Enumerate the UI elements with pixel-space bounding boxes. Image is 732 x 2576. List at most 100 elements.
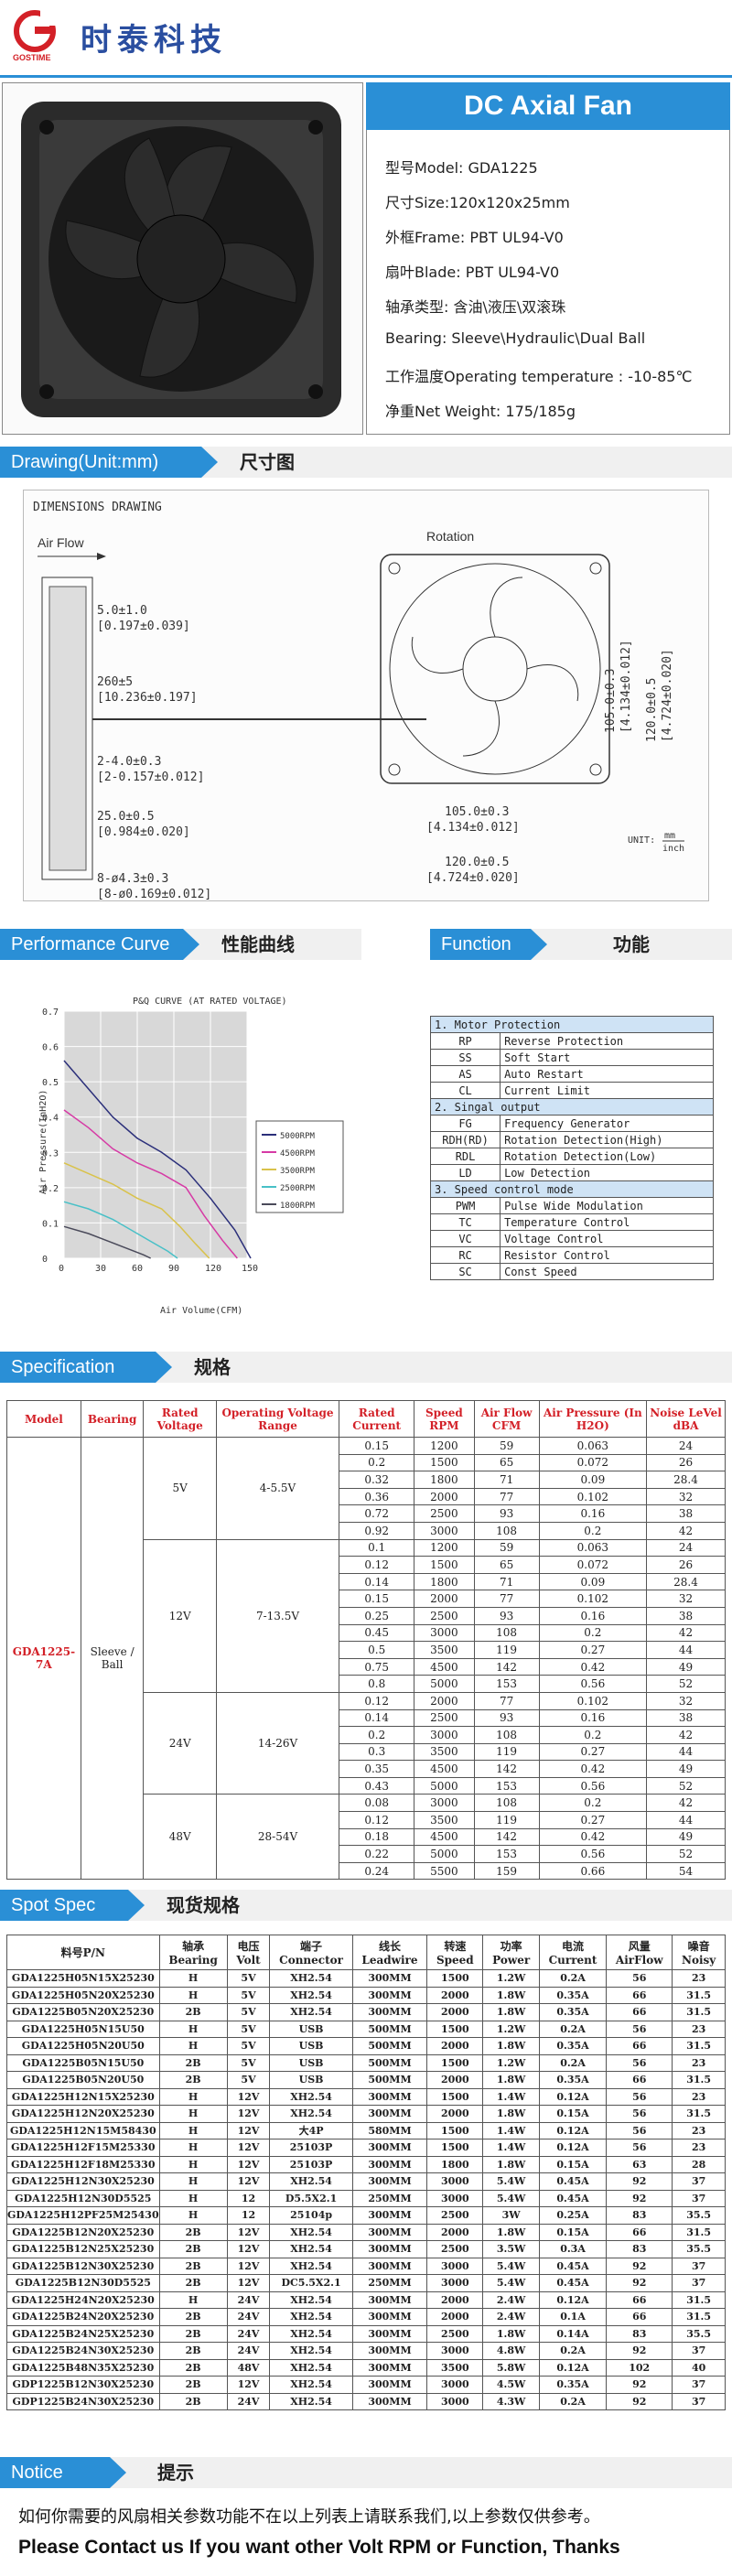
table-cell: 0.12A [538, 2139, 608, 2157]
table-cell: 0.14 [339, 1572, 415, 1591]
table-cell: 500MM [351, 2037, 428, 2055]
table-cell: H [158, 2189, 228, 2207]
table-cell: GDA1225H12N20X25230 [6, 2105, 160, 2123]
table-cell: 300MM [351, 2206, 428, 2225]
function-row: AS Auto Restart [429, 1065, 714, 1083]
table-cell: 102 [606, 2358, 673, 2377]
table-cell: XH2.54 [269, 2290, 353, 2309]
table-cell: 12V [226, 2172, 271, 2191]
function-desc: Current Limit [500, 1082, 714, 1099]
table-cell: 5V [226, 2020, 271, 2038]
table-row: 0.12 3500 119 0.27 44 [7, 1811, 726, 1829]
spec-line: 外框Frame: PBT UL94-V0 [385, 229, 564, 246]
table-cell: 31.5 [672, 2071, 726, 2089]
table-cell: H [158, 2206, 228, 2225]
table-cell: 0.16 [538, 1606, 648, 1625]
table-cell: 35.5 [672, 2206, 726, 2225]
table-cell: 1500 [426, 2139, 484, 2157]
table-cell: 0.12A [538, 2290, 608, 2309]
table-cell: 77 [473, 1691, 540, 1710]
y-tick-label: 0.7 [42, 1008, 59, 1018]
table-cell: 12 [226, 2206, 271, 2225]
function-code: PWM [429, 1197, 501, 1214]
column-header: 线长 Leadwire [351, 1935, 428, 1970]
table-cell: 37 [672, 2392, 726, 2410]
table-cell: 66 [606, 1986, 673, 2004]
dim-text: [4.134±0.012] [619, 640, 633, 733]
table-cell: 52 [646, 1776, 726, 1795]
series-line [63, 1109, 238, 1259]
column-header: Bearing [80, 1400, 145, 1438]
table-cell: 42 [646, 1726, 726, 1744]
table-cell: 0.15A [538, 2105, 608, 2123]
dim-text: 25.0±0.5 [97, 810, 155, 824]
table-cell: GDA1225H05N15X25230 [6, 1969, 160, 1988]
table-cell: 5V [226, 2071, 271, 2089]
table-cell: 3000 [426, 2274, 484, 2292]
table-cell: 1.4W [482, 2087, 540, 2106]
table-row: GDA1225B12N30D5525 2B 12V DC5.5X2.1 250MM 300… [6, 2274, 726, 2292]
table-cell: 3000 [414, 1794, 475, 1813]
table-cell: 0.27 [538, 1742, 648, 1762]
unit-label: UNIT: [628, 835, 655, 846]
section-title-cn: 规格 [194, 1356, 231, 1378]
table-cell: GDA1225B24N30X25230 [6, 2342, 160, 2360]
table-cell: GDP1225B12N30X25230 [6, 2376, 160, 2394]
table-cell: 142 [473, 1760, 540, 1778]
section-title-cn: 性能曲线 [221, 933, 295, 955]
function-code: TC [429, 1213, 501, 1231]
dim-text: 105.0±0.3 [445, 805, 509, 819]
table-cell: 0.3A [538, 2240, 608, 2258]
table-cell: 92 [606, 2189, 673, 2207]
function-code: RC [429, 1246, 501, 1264]
table-cell: 5V [226, 2003, 271, 2021]
function-row: RC Resistor Control [429, 1246, 714, 1264]
table-cell: XH2.54 [269, 2257, 353, 2275]
table-cell: 3500 [414, 1742, 475, 1762]
table-cell: 2B [158, 2053, 228, 2072]
section-func-header: Function 功能 [430, 929, 732, 960]
table-row: GDA1225H12F15M25330 H 12V 25103P 300MM 1500 1.… [6, 2139, 726, 2157]
table-cell: 23 [672, 2020, 726, 2038]
table-row: 0.25 2500 93 0.16 38 [7, 1606, 726, 1625]
section-spot-header: Spot Spec 现货规格 [0, 1890, 732, 1921]
table-cell: 0.25 [339, 1606, 415, 1625]
table-cell: 71 [473, 1471, 540, 1489]
table-row: GDA1225H12PF25M25430 H 12 25104p 300MM 2500 3W… [6, 2206, 726, 2225]
table-cell: 31.5 [672, 2037, 726, 2055]
table-cell: 300MM [351, 2139, 428, 2157]
table-row: 0.18 4500 142 0.42 49 [7, 1827, 726, 1847]
table-cell: XH2.54 [269, 1986, 353, 2004]
table-cell: 1.8W [482, 2037, 540, 2055]
function-code: RDH(RD) [429, 1131, 501, 1148]
function-desc: Resistor Control [500, 1246, 714, 1264]
table-cell: 0.12 [339, 1811, 415, 1829]
table-cell: 108 [473, 1726, 540, 1744]
table-cell: 49 [646, 1760, 726, 1778]
table-cell: 37 [672, 2172, 726, 2191]
table-cell: 23 [672, 2053, 726, 2072]
table-cell: 0.25A [538, 2206, 608, 2225]
table-cell: 24V [226, 2392, 271, 2410]
table-cell: USB [269, 2053, 353, 2072]
table-cell: H [158, 2139, 228, 2157]
plot-area [64, 1011, 247, 1258]
table-cell: 153 [473, 1776, 540, 1795]
function-desc: Auto Restart [500, 1065, 714, 1083]
table-cell: 1.4W [482, 2139, 540, 2157]
table-cell: 77 [473, 1590, 540, 1608]
column-header: 风量 AirFlow [606, 1935, 673, 1970]
table-cell: 4.8W [482, 2342, 540, 2360]
table-cell: 500MM [351, 2053, 428, 2072]
table-cell: 4500 [414, 1760, 475, 1778]
spec-line: 轴承类型: 含油\液压\双滚珠 [385, 298, 566, 316]
table-cell: 1.8W [482, 2105, 540, 2123]
table-cell: GDA1225H12F18M25330 [6, 2155, 160, 2173]
table-cell: 1.2W [482, 2053, 540, 2072]
section-title: Drawing(Unit:mm) [0, 447, 201, 478]
table-cell: 0.15 [339, 1437, 415, 1455]
table-cell: 42 [646, 1794, 726, 1813]
table-row: 0.24 5500 159 0.66 54 [7, 1861, 726, 1881]
column-header: 料号P/N [6, 1935, 160, 1970]
table-cell: 5.4W [482, 2189, 540, 2207]
